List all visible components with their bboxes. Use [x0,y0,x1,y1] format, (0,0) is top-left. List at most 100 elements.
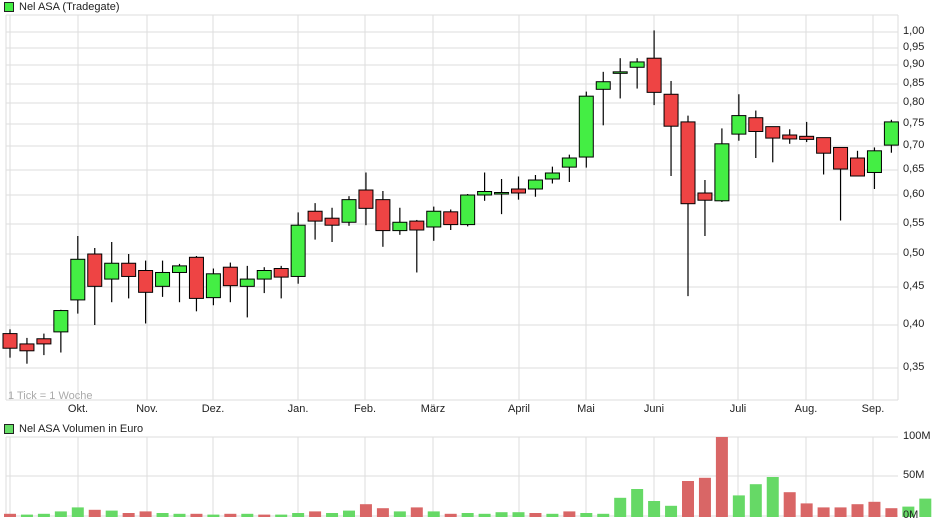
volume-bar [800,503,813,517]
volume-bar [715,437,728,517]
volume-bar [309,511,322,517]
volume-legend-label: Nel ASA Volumen in Euro [19,423,144,435]
candle-down [188,256,204,299]
volume-bar [682,481,694,517]
price-x-tick-label: April [507,403,531,415]
volume-bar [376,508,389,517]
volume-bar [614,497,627,517]
candle-up [612,71,628,74]
candle-down [511,188,526,194]
candle-down [138,270,154,293]
price-x-tick-label: Nov. [136,403,158,415]
price-legend-label: Nel ASA (Tradegate) [19,1,120,13]
volume-y-tick-label: 100M [903,430,931,442]
volume-bar [410,507,423,517]
price-y-tick-label: 0,35 [903,361,925,373]
volume-bar [37,513,50,517]
price-y-tick-label: 0,40 [903,318,925,330]
candle-up [256,270,272,280]
price-x-tick-label: Juli [729,403,747,415]
candle-up [629,61,645,68]
volume-bar [122,513,135,517]
candle-up [341,199,357,223]
price-x-tick-label: Jan. [287,403,309,415]
volume-bar [88,509,101,517]
candle-down [36,338,52,345]
volume-bar [783,492,796,517]
volume-legend: Nel ASA Volumen in Euro [4,423,143,435]
volume-bar [461,513,474,517]
volume-bar [868,501,881,517]
volume-bar [427,511,440,517]
volume-y-tick-label: 50M [903,469,925,481]
candle-down [273,268,289,278]
volume-bar [698,477,711,517]
volume-bar [478,513,491,517]
price-x-tick-label: Feb. [353,403,377,415]
price-y-tick-label: 0,90 [903,58,925,70]
price-x-tick-label: Aug. [794,403,818,415]
candle-up [527,179,543,190]
price-legend-swatch [4,2,14,12]
price-y-tick-label: 0,85 [903,77,925,89]
volume-bar [156,513,169,517]
candle-down [799,135,815,140]
candle-down [87,253,103,287]
price-y-tick-label: 0,60 [903,188,925,200]
price-y-tick-label: 0,70 [903,139,925,151]
candle-up [883,121,899,146]
candle-down [375,199,391,232]
volume-bar [648,501,661,517]
volume-bar [580,513,593,517]
candle-down [816,137,832,154]
volume-bar [190,513,203,517]
price-x-tick-label: Dez. [201,403,225,415]
candle-up [578,95,594,158]
candle-down [697,192,713,201]
price-y-tick-label: 0,65 [903,163,925,175]
volume-bar [224,513,237,517]
volume-bar [343,510,355,517]
candle-up [205,273,221,299]
candle-up [494,192,510,195]
candle-down [222,266,238,287]
volume-bar [529,513,542,517]
price-x-tick-label: März [420,403,446,415]
volume-bar [326,513,339,517]
volume-bar [732,495,745,517]
volume-bar [207,514,220,517]
candle-down [680,121,696,205]
price-y-tick-label: 1,00 [903,25,925,37]
price-y-tick-label: 0,50 [903,247,925,259]
volume-y-tick-label: 0M [903,509,919,521]
tick-note: 1 Tick = 1 Woche [8,390,93,402]
candle-up [290,224,306,277]
volume-bar [749,484,762,517]
candle-up [460,194,476,226]
volume-bar [851,504,864,517]
volume-bar [275,514,288,517]
volume-bar [393,511,406,517]
volume-bar [563,511,576,517]
candle-up [731,115,747,135]
volume-legend-swatch [4,424,14,434]
candle-down [782,134,798,140]
volume-bar [444,513,457,517]
volume-bar [20,514,33,517]
candle-up [392,221,408,232]
candle-up [53,310,69,333]
volume-bar [292,513,305,517]
candle-down [850,157,865,177]
candle-up [172,265,187,273]
price-x-tick-label: Sep. [861,403,885,415]
price-y-tick-label: 0,95 [903,41,925,53]
volume-bar [241,513,254,517]
price-y-tick-label: 0,80 [903,96,925,108]
candle-up [70,258,86,301]
volume-bar [546,513,559,517]
candle-up [866,150,882,174]
volume-bar [359,504,372,517]
volume-bar [766,477,779,517]
volume-bar [495,512,508,517]
